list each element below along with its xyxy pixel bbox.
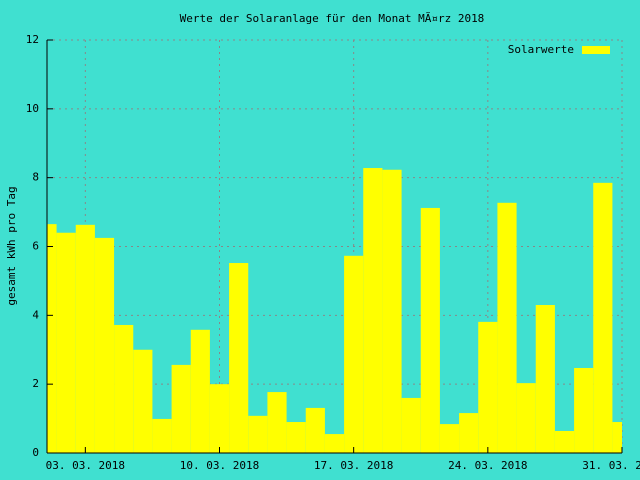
bar bbox=[344, 255, 364, 453]
bar bbox=[171, 364, 191, 453]
bar bbox=[612, 422, 622, 453]
y-tick-label: 12 bbox=[26, 33, 39, 46]
bar bbox=[152, 418, 172, 453]
bar bbox=[535, 305, 555, 453]
y-tick-label: 0 bbox=[32, 446, 39, 459]
bar bbox=[363, 168, 383, 453]
bar bbox=[248, 415, 268, 453]
bar bbox=[305, 407, 325, 453]
bar bbox=[267, 392, 287, 453]
bar bbox=[75, 224, 95, 453]
bars bbox=[47, 168, 622, 453]
bar bbox=[497, 202, 517, 453]
bar bbox=[554, 430, 575, 453]
bar bbox=[401, 397, 421, 453]
bar bbox=[190, 329, 210, 453]
bar bbox=[114, 324, 134, 453]
bar bbox=[574, 367, 594, 453]
y-tick-label: 2 bbox=[32, 377, 39, 390]
x-tick-label: 03. 03. 2018 bbox=[46, 459, 125, 472]
bar bbox=[286, 422, 306, 453]
x-tick-label: 10. 03. 2018 bbox=[180, 459, 259, 472]
chart-title: Werte der Solaranlage für den Monat MÃ¤r… bbox=[180, 12, 485, 25]
bar bbox=[324, 434, 345, 453]
foreground: 0 2 4 6 8 10 12 03. 03. 2018 10. 03. 2018 17. 03.… bbox=[26, 33, 640, 472]
bar bbox=[478, 321, 498, 453]
x-tick-label: 31. 03. 2018 bbox=[582, 459, 640, 472]
bar bbox=[593, 182, 613, 453]
bar bbox=[439, 424, 460, 453]
y-axis-label: gesamt kWh pro Tag bbox=[5, 186, 18, 305]
legend-label: Solarwerte bbox=[508, 43, 574, 56]
bar bbox=[382, 169, 402, 453]
bar bbox=[133, 349, 153, 453]
x-tick-label: 24. 03. 2018 bbox=[448, 459, 527, 472]
bar bbox=[229, 263, 249, 453]
y-tick-label: 10 bbox=[26, 102, 39, 115]
y-tick-label: 4 bbox=[32, 308, 39, 321]
bar bbox=[56, 232, 76, 453]
y-tick-label: 6 bbox=[32, 240, 39, 253]
bar bbox=[516, 383, 536, 453]
bar bbox=[420, 207, 440, 453]
y-tick-label: 8 bbox=[32, 171, 39, 184]
bar bbox=[459, 413, 479, 453]
bar bbox=[209, 384, 230, 453]
x-tick-label: 17. 03. 2018 bbox=[314, 459, 393, 472]
bar bbox=[47, 224, 57, 453]
bar bbox=[94, 237, 115, 453]
legend-swatch bbox=[582, 46, 610, 54]
